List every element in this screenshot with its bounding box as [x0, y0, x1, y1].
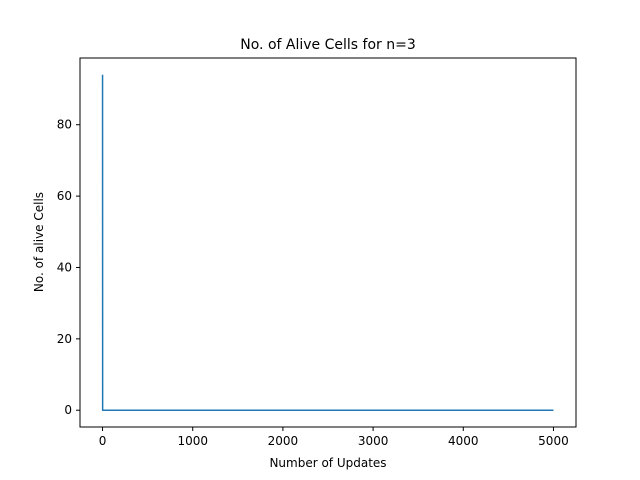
y-axis-label: No. of alive Cells: [32, 192, 46, 292]
x-tick-label: 1000: [177, 434, 208, 448]
x-axis-label: Number of Updates: [269, 456, 386, 470]
y-tick-label: 60: [57, 189, 72, 203]
series-layer: [101, 74, 554, 411]
series-line-0: [101, 74, 554, 411]
x-tick-label: 0: [99, 434, 107, 448]
x-tick-label: 5000: [538, 434, 569, 448]
x-tick-label: 2000: [268, 434, 299, 448]
y-axis: 0 20 40 60 80: [57, 118, 80, 417]
x-axis: 0 1000 2000 3000 4000 5000: [99, 427, 569, 448]
x-tick-label: 4000: [448, 434, 479, 448]
y-tick-label: 40: [57, 260, 72, 274]
plot-area: [79, 57, 577, 428]
y-tick-label: 80: [57, 118, 72, 132]
chart-title: No. of Alive Cells for n=3: [240, 37, 415, 53]
y-tick-label: 20: [57, 332, 72, 346]
x-tick-label: 3000: [358, 434, 389, 448]
y-tick-label: 0: [64, 403, 72, 417]
